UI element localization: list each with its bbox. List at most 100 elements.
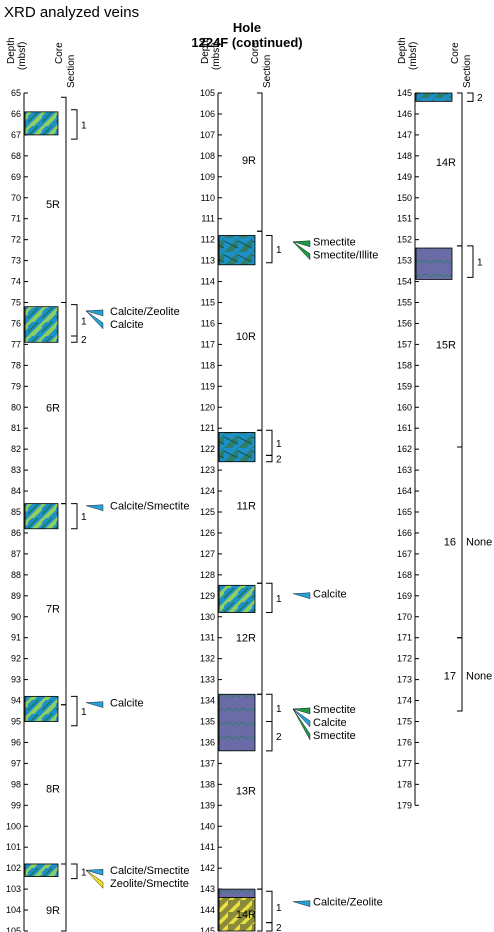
depth-tick-label: 91 — [11, 633, 21, 643]
depth-tick-label: 89 — [11, 591, 21, 601]
core-recovery-note: None — [466, 670, 492, 682]
core-piece-basalt — [415, 92, 453, 102]
mineral-label: Calcite/Zeolite — [110, 306, 180, 318]
section-header: Section — [262, 55, 273, 88]
section-label: 2 — [276, 923, 282, 932]
section-label: 2 — [81, 335, 87, 346]
section-label: 1 — [81, 120, 87, 131]
depth-tick-label: 88 — [11, 570, 21, 580]
depth-tick-label: 104 — [6, 905, 21, 915]
section-bracket — [266, 454, 273, 463]
depth-tick-label: 151 — [397, 214, 412, 224]
depth-tick-label: 134 — [200, 696, 215, 706]
depth-tick-label: 142 — [200, 863, 215, 873]
depth-tick-label: 92 — [11, 654, 21, 664]
core-piece-sediment — [415, 247, 453, 280]
mineral-label: Smectite — [313, 730, 356, 742]
xrd-sample-marker — [85, 870, 104, 889]
depth-tick-label: 87 — [11, 549, 21, 559]
depth-tick-label: 167 — [397, 549, 412, 559]
depth-tick-label: 145 — [200, 926, 215, 932]
section-bracket — [467, 245, 474, 278]
section-label: 1 — [81, 316, 87, 327]
mineral-label: Calcite — [313, 589, 347, 601]
depth-tick-label: 114 — [201, 277, 215, 287]
depth-tick-label: 127 — [200, 549, 215, 559]
core-bracket — [257, 693, 263, 890]
core-label: 17 — [444, 670, 456, 682]
core-bracket — [457, 446, 463, 639]
core-label: 10R — [236, 331, 256, 343]
depth-tick-label: 66 — [11, 109, 21, 119]
figure-title: XRD analyzed veins — [4, 4, 139, 21]
section-header: Section — [462, 55, 473, 88]
section-bracket — [266, 234, 273, 264]
depth-tick-label: 136 — [200, 737, 215, 747]
depth-tick-label: 146 — [397, 109, 412, 119]
depth-tick-label: 110 — [201, 193, 215, 203]
depth-tick-label: 126 — [200, 528, 215, 538]
core-label: 13R — [236, 786, 256, 798]
mineral-label: Calcite/Smectite — [110, 501, 189, 513]
depth-tick-label: 123 — [200, 465, 215, 475]
depth-tick-label: 129 — [200, 591, 215, 601]
depth-tick-label: 169 — [397, 591, 412, 601]
mineral-label: Smectite — [313, 237, 356, 249]
core-piece-sediment — [218, 693, 256, 752]
depth-tick-label: 69 — [11, 172, 21, 182]
depth-tick-label: 80 — [11, 402, 21, 412]
section-bracket — [71, 695, 78, 727]
section-label: 1 — [276, 439, 282, 450]
depth-tick-label: 90 — [11, 612, 21, 622]
core-bracket — [257, 92, 263, 232]
core-bracket — [457, 92, 463, 247]
depth-tick-label: 176 — [397, 737, 412, 747]
core-piece-basalt — [218, 431, 256, 463]
depth-tick-label: 135 — [200, 717, 215, 727]
depth-tick-label: 107 — [200, 130, 215, 140]
hole-label-continued: 1224F (continued) — [191, 35, 302, 50]
depth-tick-label: 83 — [11, 465, 21, 475]
depth-tick-label: 94 — [11, 696, 21, 706]
core-label: 14R — [436, 157, 456, 169]
section-label: 2 — [276, 732, 282, 743]
depth-tick-label: 98 — [11, 779, 21, 789]
depth-tick-label: 159 — [397, 381, 412, 391]
mineral-label: Calcite — [110, 319, 144, 331]
core-bracket — [61, 302, 67, 505]
section-bracket — [266, 429, 273, 456]
depth-tick-label: 143 — [200, 884, 215, 894]
depth-tick-label: 152 — [397, 235, 412, 245]
depth-tick-label: 164 — [397, 486, 412, 496]
depth-tick-label: 65 — [11, 88, 21, 98]
depth-tick-label: 161 — [397, 423, 412, 433]
depth-unit-header: (mbsf) — [408, 42, 419, 70]
section-bracket — [467, 92, 474, 102]
depth-tick-label: 122 — [200, 444, 215, 454]
depth-tick-label: 124 — [200, 486, 215, 496]
core-piece-vein — [24, 863, 59, 877]
core-bracket — [257, 429, 263, 584]
depth-tick-label: 147 — [397, 130, 412, 140]
depth-tick-label: 155 — [397, 298, 412, 308]
section-bracket — [266, 890, 273, 924]
depth-header: Depth — [397, 37, 408, 64]
section-bracket — [71, 863, 78, 880]
core-bracket — [457, 637, 463, 712]
core-label: 11R — [237, 501, 256, 513]
xrd-sample-marker — [85, 869, 104, 876]
section-bracket — [71, 109, 78, 140]
depth-column-2: Depth (mbsf) CoreSection105106107108109110… — [200, 37, 383, 932]
depth-tick-label: 86 — [11, 528, 21, 538]
mineral-label: Calcite/Zeolite — [313, 897, 383, 909]
core-bracket — [257, 888, 263, 932]
depth-tick-label: 99 — [11, 800, 21, 810]
core-bracket — [61, 96, 67, 303]
depth-tick-label: 97 — [11, 758, 21, 768]
depth-tick-label: 108 — [200, 151, 215, 161]
section-bracket — [71, 503, 78, 530]
depth-tick-label: 116 — [201, 318, 215, 328]
depth-tick-label: 105 — [6, 926, 21, 932]
core-label: 9R — [242, 155, 256, 167]
depth-tick-label: 72 — [11, 235, 21, 245]
